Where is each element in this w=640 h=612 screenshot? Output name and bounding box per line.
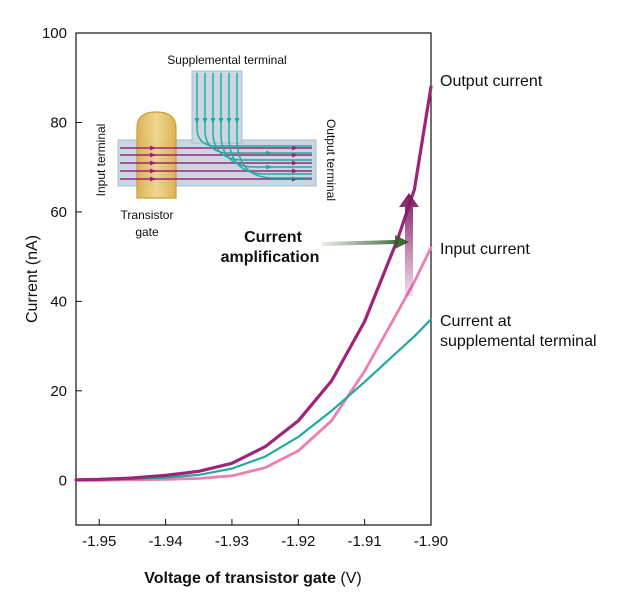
y-axis: 0 20 40 60 80 100 bbox=[42, 25, 82, 489]
x-axis-title: Voltage of transistor gate (V) bbox=[144, 570, 362, 587]
inset-label-output: Output terminal bbox=[324, 119, 338, 201]
inset-label-gate-2: gate bbox=[135, 225, 159, 239]
label-output-current: Output current bbox=[440, 73, 543, 90]
label-amplification-1: Current bbox=[244, 229, 302, 246]
x-axis: -1.95 -1.94 -1.93 -1.92 -1.91 -1.90 bbox=[82, 519, 448, 550]
inset-supplemental-flow bbox=[196, 73, 312, 179]
label-input-current: Input current bbox=[440, 241, 530, 258]
label-supplemental-current-2: supplemental terminal bbox=[440, 333, 597, 350]
inset-label-supplemental: Supplemental terminal bbox=[167, 53, 286, 67]
plot-frame bbox=[75, 32, 432, 526]
x-tick-label: -1.94 bbox=[148, 533, 182, 550]
y-tick-label: 40 bbox=[50, 293, 67, 310]
y-axis-title: Current (nA) bbox=[24, 235, 41, 323]
x-axis-title-main: Voltage of transistor gate bbox=[144, 570, 336, 587]
y-tick-label: 0 bbox=[59, 472, 67, 489]
inset-label-input: Input terminal bbox=[94, 124, 108, 197]
inset-label-gate-1: Transistor bbox=[121, 208, 174, 222]
x-tick-label: -1.93 bbox=[215, 533, 249, 550]
x-axis-title-unit: (V) bbox=[336, 570, 362, 587]
y-tick-label: 60 bbox=[50, 204, 67, 221]
x-tick-label: -1.92 bbox=[281, 533, 315, 550]
amplification-pointer-icon bbox=[322, 235, 409, 249]
x-tick-label: -1.91 bbox=[348, 533, 382, 550]
x-tick-label: -1.90 bbox=[414, 533, 448, 550]
y-tick-label: 20 bbox=[50, 383, 67, 400]
y-tick-label: 100 bbox=[42, 25, 67, 42]
amplification-arrow-icon bbox=[399, 193, 419, 296]
series-line-input-current bbox=[74, 246, 433, 482]
inset-schematic: Supplemental terminal Input terminal Out… bbox=[94, 53, 338, 239]
inset-supplemental-terminal bbox=[191, 70, 243, 144]
label-supplemental-current-1: Current at bbox=[440, 313, 512, 330]
y-tick-label: 80 bbox=[50, 114, 67, 131]
x-tick-label: -1.95 bbox=[82, 533, 116, 550]
label-amplification-2: amplification bbox=[221, 249, 320, 266]
series-line-current-at-supplemental-terminal bbox=[74, 318, 433, 481]
